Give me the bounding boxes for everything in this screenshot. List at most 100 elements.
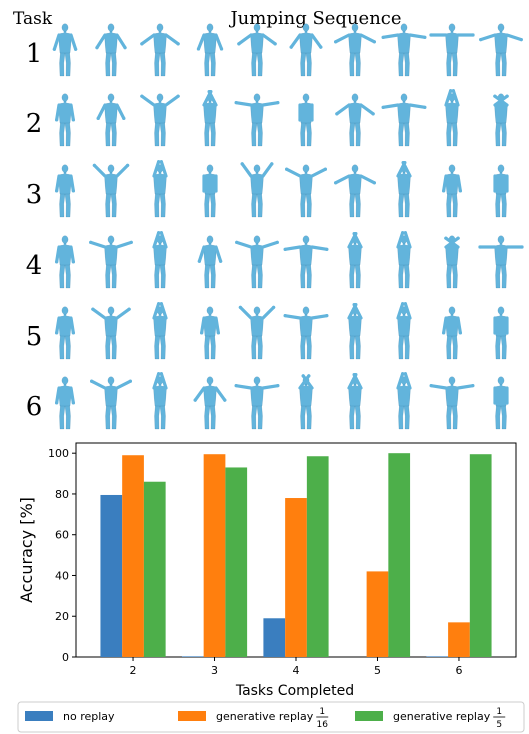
bar-1-1 xyxy=(203,454,226,657)
bar-2-0 xyxy=(143,481,166,657)
task-number: 1 xyxy=(26,39,43,69)
human-pose-figure xyxy=(334,164,376,218)
task-number: 2 xyxy=(26,109,43,139)
task-number: 4 xyxy=(26,251,43,281)
human-pose-figure xyxy=(429,23,475,77)
bar-1-4 xyxy=(448,622,470,657)
legend-fraction-denominator: 16 xyxy=(317,720,329,730)
bar-2-1 xyxy=(225,467,248,657)
human-pose-figure xyxy=(493,164,509,218)
human-pose-figure xyxy=(493,306,509,360)
human-pose-figure xyxy=(91,306,131,360)
bar-1-2 xyxy=(285,498,307,657)
task-number: 3 xyxy=(26,180,43,210)
human-pose-figure xyxy=(234,93,280,147)
legend-swatch xyxy=(355,711,383,721)
y-tick-label: 60 xyxy=(55,529,69,542)
human-pose-figure xyxy=(347,303,363,360)
legend-frame xyxy=(17,701,525,733)
x-tick-label: 5 xyxy=(374,664,381,677)
task-number: 6 xyxy=(26,392,43,422)
human-pose-figure xyxy=(200,306,220,360)
x-tick-label: 6 xyxy=(455,664,462,677)
human-pose-figure xyxy=(55,93,75,147)
x-axis: 2 3 4 5 6 xyxy=(130,657,462,677)
y-tick-label: 0 xyxy=(62,651,69,664)
x-tick-label: 3 xyxy=(211,664,218,677)
pose-grid xyxy=(52,23,524,430)
pose-panel: Task Jumping Sequence 1 2 3 4 5 6 xyxy=(13,8,524,430)
human-pose-figure xyxy=(429,376,475,430)
human-pose-figure xyxy=(202,164,218,218)
human-pose-figure xyxy=(493,93,509,147)
y-axis-label: Accuracy [%] xyxy=(17,497,36,603)
human-pose-figure xyxy=(52,23,78,77)
human-pose-figure xyxy=(234,376,280,430)
human-pose-figure xyxy=(493,376,509,430)
human-pose-figure xyxy=(55,306,75,360)
human-pose-figure xyxy=(396,372,412,430)
bar-0-2 xyxy=(263,618,286,657)
human-pose-figure xyxy=(235,235,279,289)
human-pose-figure xyxy=(381,93,427,147)
human-pose-figure xyxy=(55,164,75,218)
human-pose-figure xyxy=(152,372,168,430)
human-pose-figure xyxy=(442,306,462,360)
legend-label: no replay xyxy=(63,710,115,723)
x-tick-label: 4 xyxy=(293,664,300,677)
legend: no replay generative replay 116generative … xyxy=(17,701,525,733)
human-pose-figure xyxy=(283,235,329,289)
human-pose-figure xyxy=(90,376,132,430)
human-pose-figure xyxy=(96,93,126,147)
legend-items: no replay generative replay 116generative … xyxy=(25,707,506,730)
legend-fraction-denominator: 5 xyxy=(496,720,502,730)
legend-item: generative replay 1 5 xyxy=(355,707,506,730)
human-pose-figure xyxy=(478,235,524,289)
y-tick-label: 20 xyxy=(55,610,69,623)
bar-2-2 xyxy=(306,456,329,657)
legend-label: generative replay xyxy=(393,710,491,723)
human-pose-figure xyxy=(444,89,460,147)
y-axis: 0 20 40 60 80 100 xyxy=(48,447,76,664)
accuracy-bar-chart: 0 20 40 60 80 100 2 3 4 5 6 Accuracy [%] Tasks Co… xyxy=(17,442,525,733)
bars xyxy=(100,453,492,657)
bar-1-3 xyxy=(366,571,389,657)
legend-item: generative replay 1 16 xyxy=(178,707,329,730)
human-pose-figure xyxy=(140,23,180,77)
bar-0-1 xyxy=(181,656,204,657)
human-pose-figure xyxy=(92,163,130,218)
task-number: 5 xyxy=(26,322,43,352)
y-tick-label: 80 xyxy=(55,488,69,501)
human-pose-figure xyxy=(381,23,427,77)
human-pose-figure xyxy=(298,93,314,147)
human-pose-figure xyxy=(396,161,412,218)
human-pose-figure xyxy=(334,23,376,77)
legend-swatch xyxy=(178,711,206,721)
task-header: Task xyxy=(13,9,53,29)
legend-fraction-numerator: 1 xyxy=(496,707,502,717)
bar-2-4 xyxy=(469,454,492,657)
human-pose-figure xyxy=(55,376,75,430)
human-pose-figure xyxy=(283,306,329,360)
human-pose-figure xyxy=(197,235,223,289)
human-pose-figure xyxy=(289,23,323,77)
human-pose-figure xyxy=(89,235,133,289)
human-pose-figure xyxy=(396,302,412,360)
legend-label: generative replay xyxy=(216,710,314,723)
human-pose-figure xyxy=(95,23,127,77)
bar-2-3 xyxy=(388,453,411,657)
human-pose-figure xyxy=(140,93,180,147)
bar-0-0 xyxy=(100,494,123,657)
human-pose-figure xyxy=(152,160,168,218)
human-pose-figure xyxy=(347,373,363,430)
human-pose-figure xyxy=(442,164,462,218)
human-pose-figure xyxy=(238,305,276,360)
y-tick-label: 40 xyxy=(55,569,69,582)
human-pose-figure xyxy=(152,302,168,360)
y-tick-label: 100 xyxy=(48,447,69,460)
x-tick-label: 2 xyxy=(130,664,137,677)
human-pose-figure xyxy=(285,164,327,218)
human-pose-figure xyxy=(193,376,227,430)
human-pose-figure xyxy=(240,162,274,218)
